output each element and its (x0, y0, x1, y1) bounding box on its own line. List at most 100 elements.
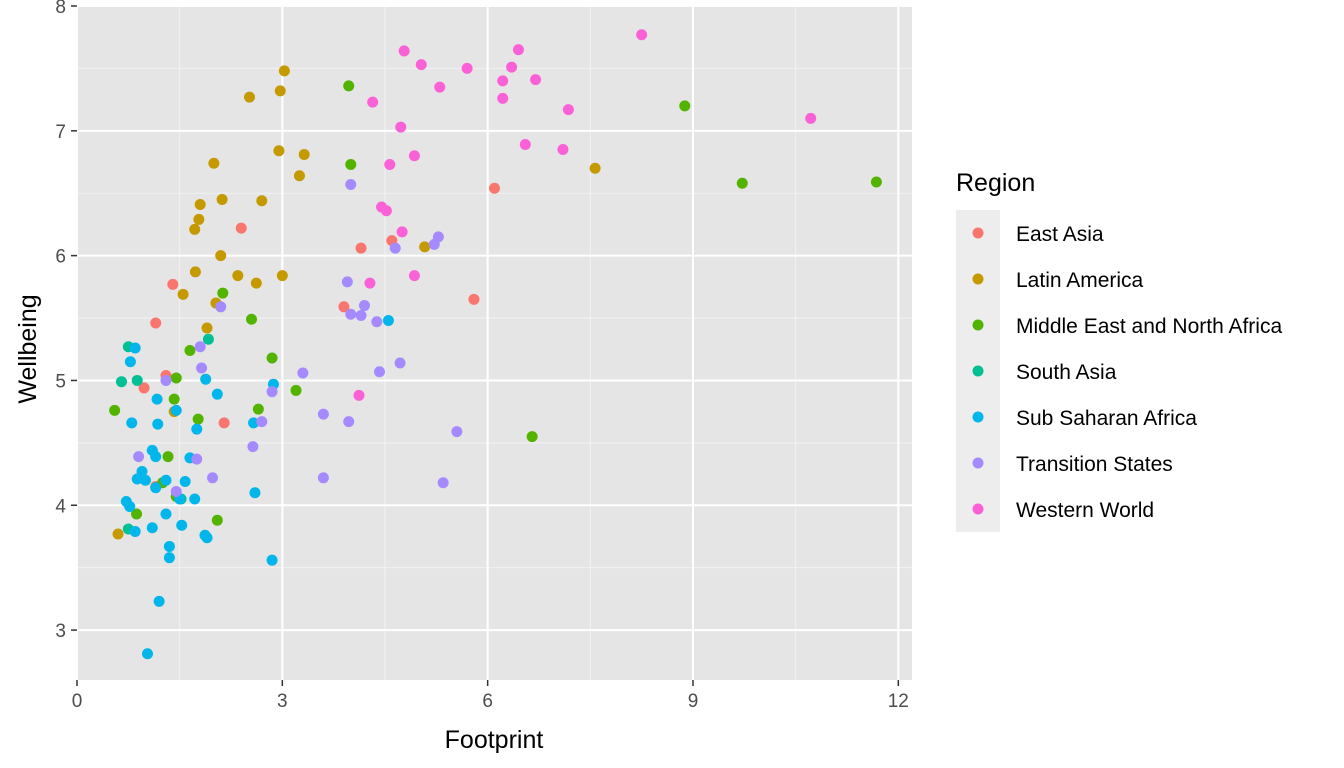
point-western-world (557, 144, 569, 156)
point-transition-states (451, 426, 463, 438)
point-south-asia (131, 374, 143, 386)
point-latin-america (208, 157, 220, 169)
point-latin-america (419, 241, 431, 253)
point-sub-saharan-africa (191, 423, 203, 435)
point-east-asia (338, 301, 350, 313)
legend-label-transition-states: Transition States (1016, 453, 1173, 476)
point-middle-east-and-north-africa (736, 177, 748, 189)
point-transition-states (215, 301, 227, 313)
point-south-asia (115, 376, 127, 388)
point-middle-east-and-north-africa (217, 287, 229, 299)
point-south-asia (202, 333, 214, 345)
point-transition-states (317, 472, 329, 484)
point-middle-east-and-north-africa (246, 313, 258, 325)
point-middle-east-and-north-africa (343, 80, 355, 92)
point-sub-saharan-africa (160, 474, 172, 486)
point-middle-east-and-north-africa (345, 159, 357, 171)
point-sub-saharan-africa (153, 595, 165, 607)
point-middle-east-and-north-africa (184, 344, 196, 356)
legend-key-sub-saharan-africa (972, 411, 984, 423)
point-east-asia (138, 382, 150, 394)
point-western-world (805, 112, 817, 124)
point-western-world (395, 121, 407, 133)
point-western-world (530, 74, 542, 86)
point-transition-states (345, 308, 357, 320)
point-transition-states (207, 472, 219, 484)
point-east-asia (150, 317, 162, 329)
point-western-world (398, 45, 410, 57)
point-latin-america (189, 223, 201, 235)
legend-label-latin-america: Latin America (1016, 269, 1144, 292)
x-tick-label: 9 (688, 691, 699, 712)
point-sub-saharan-africa (211, 388, 223, 400)
point-sub-saharan-africa (124, 501, 136, 513)
point-transition-states (317, 408, 329, 420)
point-middle-east-and-north-africa (679, 100, 691, 112)
point-latin-america (256, 195, 268, 207)
point-transition-states (247, 441, 259, 453)
point-sub-saharan-africa (176, 519, 188, 531)
point-latin-america (250, 277, 262, 289)
point-western-world (364, 277, 376, 289)
point-western-world (461, 62, 473, 74)
legend-key-south-asia (972, 365, 984, 377)
point-latin-america (112, 528, 124, 540)
point-sub-saharan-africa (152, 418, 164, 430)
x-tick-label: 0 (72, 691, 83, 712)
x-tick-label: 12 (888, 691, 909, 712)
x-axis-ticks: 0 3 6 9 12 (72, 680, 909, 712)
point-sub-saharan-africa (163, 552, 175, 564)
point-western-world (434, 81, 446, 93)
point-sub-saharan-africa (146, 522, 158, 534)
legend-key-middle-east-and-north-africa (972, 319, 984, 331)
y-axis-title: Wellbeing (14, 294, 42, 403)
y-tick-label: 8 (55, 0, 66, 18)
y-tick-label: 3 (55, 621, 66, 642)
point-western-world (636, 29, 648, 41)
point-east-asia (468, 293, 480, 305)
point-latin-america (177, 288, 189, 300)
point-sub-saharan-africa (382, 315, 394, 327)
point-sub-saharan-africa (150, 482, 162, 494)
point-sub-saharan-africa (124, 356, 136, 368)
point-transition-states (355, 310, 367, 322)
point-latin-america (215, 250, 227, 262)
legend-label-western-world: Western World (1016, 499, 1154, 522)
point-sub-saharan-africa (163, 540, 175, 552)
point-transition-states (191, 453, 203, 465)
point-western-world (497, 92, 509, 104)
x-tick-label: 3 (277, 691, 288, 712)
point-east-asia (167, 278, 179, 290)
point-sub-saharan-africa (266, 554, 278, 566)
point-transition-states (196, 362, 208, 374)
point-sub-saharan-africa (129, 342, 141, 354)
point-western-world (396, 226, 408, 238)
data-points (109, 29, 882, 660)
legend-label-middle-east-and-north-africa: Middle East and North Africa (1016, 315, 1282, 338)
point-middle-east-and-north-africa (526, 431, 538, 443)
point-western-world (408, 270, 420, 282)
point-western-world (562, 104, 574, 116)
point-transition-states (374, 366, 386, 378)
point-east-asia (218, 417, 230, 429)
point-transition-states (256, 416, 268, 428)
point-latin-america (589, 162, 601, 174)
point-transition-states (394, 357, 406, 369)
point-sub-saharan-africa (150, 451, 162, 463)
legend: Region East Asia Latin America Middle East… (956, 169, 1282, 532)
point-latin-america (232, 270, 244, 282)
point-western-world (367, 96, 379, 108)
point-sub-saharan-africa (189, 493, 201, 505)
point-transition-states (266, 386, 278, 398)
point-transition-states (389, 242, 401, 254)
point-middle-east-and-north-africa (168, 393, 180, 405)
point-east-asia (355, 242, 367, 254)
point-latin-america (193, 213, 205, 225)
point-western-world (353, 389, 365, 401)
point-latin-america (216, 193, 228, 205)
legend-key-western-world (972, 503, 984, 515)
point-latin-america (189, 266, 201, 278)
point-latin-america (276, 270, 288, 282)
point-middle-east-and-north-africa (162, 451, 174, 463)
